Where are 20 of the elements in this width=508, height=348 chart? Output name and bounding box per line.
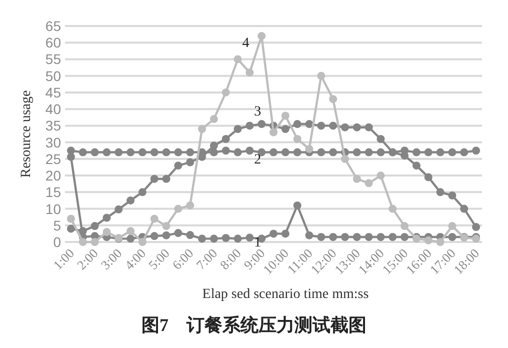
y-tick-label: 30 <box>45 134 62 150</box>
y-tick-label: 60 <box>45 34 62 51</box>
series-label: 2 <box>254 152 262 168</box>
y-tick-label: 65 <box>45 18 62 34</box>
y-tick-label: 35 <box>45 118 62 134</box>
y-tick-label: 55 <box>45 51 62 68</box>
y-tick-label: 5 <box>53 217 62 234</box>
series-label: 4 <box>242 36 250 52</box>
y-tick-label: 15 <box>45 184 62 200</box>
y-tick-label: 10 <box>45 200 62 217</box>
series-label: 1 <box>254 236 262 251</box>
y-tick-label: 50 <box>45 68 62 84</box>
x-axis-title: Elap sed scenario time mm:ss <box>202 287 369 302</box>
text: 图7 订餐系统压力测试截图 <box>142 315 366 335</box>
y-tick-label: 40 <box>45 101 62 118</box>
y-tick-label: 45 <box>45 84 62 100</box>
series-label: 3 <box>254 104 262 120</box>
y-tick-label: 25 <box>45 150 62 167</box>
y-tick-label: 20 <box>45 168 62 184</box>
y-axis-title: Resource usage <box>19 90 34 178</box>
